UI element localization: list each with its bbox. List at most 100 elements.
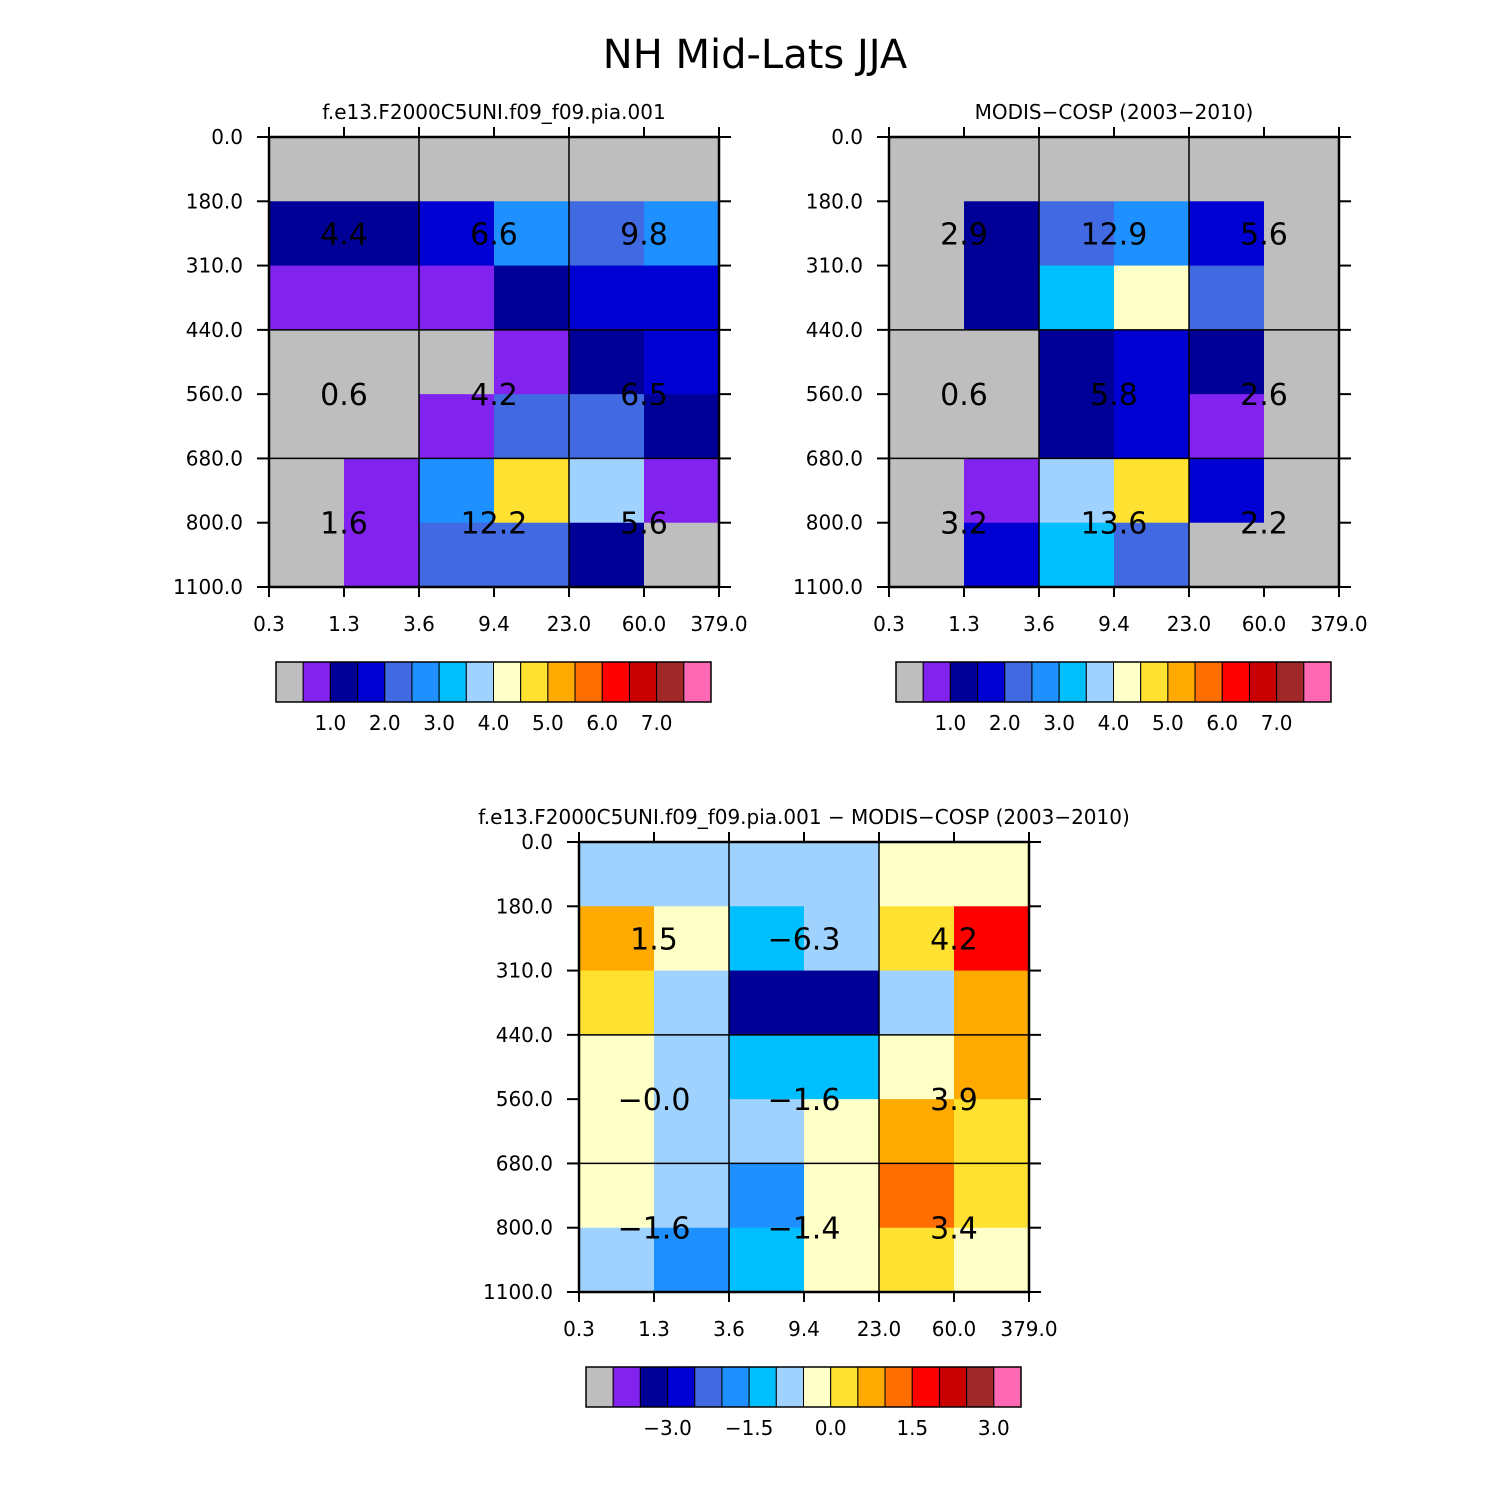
y-tick-label: 0.0 [521,830,553,854]
colorbar-label: −1.5 [725,1416,774,1440]
heatmap-cell [804,842,880,907]
colorbar-swatch [601,661,630,703]
heatmap-cell [964,137,1040,202]
heatmap-cell [654,1099,730,1164]
heatmap-cell [344,137,420,202]
heatmap-cell [1114,137,1190,202]
colorbar-swatch [438,661,467,703]
colorbar-swatch [547,661,576,703]
y-tick-label: 310.0 [496,959,553,983]
x-tick-label: 1.3 [948,612,980,636]
box-value-label: −1.6 [618,1212,691,1247]
y-tick-label: 1100.0 [793,575,863,599]
y-tick-label: 560.0 [806,382,863,406]
box-value-label: 2.2 [1240,507,1288,542]
heatmap-cell [954,1099,1030,1164]
colorbar-swatch [1221,661,1250,703]
box-value-label: 5.8 [1090,378,1138,413]
heatmap-cell [494,394,570,459]
heatmap-cell [569,329,645,395]
x-tick-label: 23.0 [857,1317,902,1341]
heatmap-cell [1039,522,1115,588]
colorbar-label: 4.0 [1098,711,1130,735]
heatmap-cell [954,1034,1030,1100]
heatmap-cell [644,394,720,459]
box-value-label: 3.4 [930,1212,978,1247]
colorbar-swatch [857,1366,886,1408]
heatmap-cell [569,265,645,331]
colorbar-swatch [775,1366,804,1408]
panel-title: f.e13.F2000C5UNI.f09_f09.pia.001 − MODIS… [478,805,1130,829]
colorbar-swatch [830,1366,859,1408]
heatmap-cell [1114,329,1190,395]
heatmap-cell [1189,522,1265,588]
heatmap-cell [1264,522,1340,588]
box-value-label: −1.4 [768,1212,841,1247]
heatmap-cell [1189,265,1265,331]
x-tick-label: 3.6 [1023,612,1055,636]
colorbar-swatch [895,661,924,703]
colorbar-frame [275,661,712,703]
heatmap-cell [954,1227,1030,1293]
heatmap-cell [569,522,645,588]
panel-title: MODIS−COSP (2003−2010) [975,100,1254,124]
y-tick-label: 310.0 [806,254,863,278]
x-tick-label: 60.0 [932,1317,977,1341]
heatmap-cell [729,842,805,907]
heatmap-cell [964,265,1040,331]
colorbar-frame [895,661,1332,703]
colorbar-label: 5.0 [532,711,564,735]
colorbar-label: 7.0 [1261,711,1293,735]
x-tick-label: 23.0 [1167,612,1212,636]
heatmap-cell [269,329,345,395]
colorbar-swatch [1167,661,1196,703]
heatmap-cell [494,201,570,267]
box-value-label: −6.3 [768,922,841,957]
heatmap-cell [269,265,345,331]
box-value-label: 9.8 [620,217,668,252]
y-tick-label: 560.0 [496,1087,553,1111]
heatmap-cell [419,458,495,524]
heatmap-cell [879,970,955,1036]
colorbar-label: 7.0 [641,711,673,735]
colorbar-swatch [721,1366,750,1408]
heatmap-cell [1189,394,1265,459]
heatmap-cell [269,394,345,459]
heatmap-cell [879,842,955,907]
x-tick-label: 379.0 [1310,612,1367,636]
heatmap-cell [804,970,880,1036]
y-tick-label: 800.0 [806,511,863,535]
box-value-label: 5.6 [620,507,668,542]
panel-title: f.e13.F2000C5UNI.f09_f09.pia.001 [322,100,665,124]
colorbar-swatch [628,661,658,703]
colorbar-label: 3.0 [1043,711,1075,735]
box-value-label: 2.9 [940,217,988,252]
colorbar-swatch [1248,661,1278,703]
heatmap-cell [654,906,730,972]
heatmap-cell [1189,201,1265,267]
heatmap-cell [964,201,1040,267]
box-value-label: 1.5 [630,922,678,957]
heatmap-cell [569,394,645,459]
heatmap-cell [964,394,1040,459]
heatmap-cell [654,1163,730,1229]
heatmap-cell [579,906,655,972]
colorbar-swatch [574,661,603,703]
heatmap-cell [1189,458,1265,524]
box-value-label: 4.4 [320,217,368,252]
heatmap-cell [879,1034,955,1100]
y-tick-label: 440.0 [186,318,243,342]
box-value-label: 0.6 [940,378,988,413]
heatmap-cell [579,1099,655,1164]
box-value-label: 1.6 [320,507,368,542]
heatmap-cell [1039,265,1115,331]
heatmap-cell [494,522,570,588]
heatmap-cell [889,394,965,459]
heatmap-cell [804,906,880,972]
colorbar-swatch [1303,661,1332,703]
colorbar-swatch [585,1366,614,1408]
heatmap-cell [1264,201,1340,267]
heatmap-cell [804,1163,880,1229]
heatmap-cell [729,1163,805,1229]
colorbar-swatch [1004,661,1033,703]
